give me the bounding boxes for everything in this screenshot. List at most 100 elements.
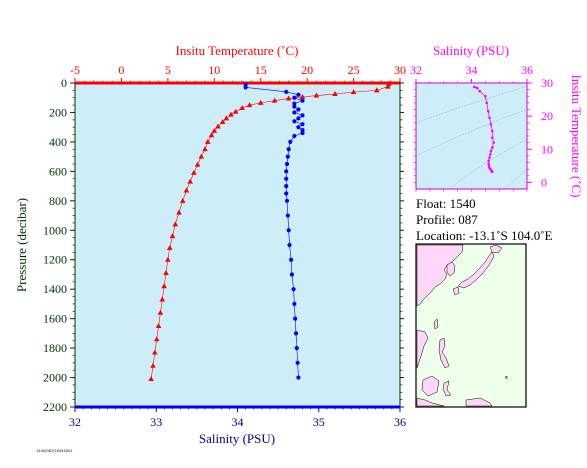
temperature-point xyxy=(159,296,166,302)
temperature-point xyxy=(208,132,215,138)
temperature-point xyxy=(148,376,154,382)
salinity-tick-label: 36 xyxy=(394,415,406,429)
ts-temperature-tick-label: 20 xyxy=(541,109,553,123)
ts-point xyxy=(487,165,491,168)
ts-salinity-tick-label: 34 xyxy=(466,63,478,77)
temperature-point xyxy=(152,349,158,355)
temperature-point xyxy=(239,105,245,111)
ts-point xyxy=(484,94,487,98)
salinity-point xyxy=(293,316,298,321)
temperature-point xyxy=(166,244,173,250)
pressure-tick-label: 2200 xyxy=(43,400,67,414)
map-japan-hokkaido xyxy=(489,244,503,254)
ts-point xyxy=(492,141,496,144)
salinity-tick-label: 34 xyxy=(232,415,244,429)
salinity-point xyxy=(293,331,299,336)
temperature-point xyxy=(219,119,226,125)
temperature-point xyxy=(176,209,182,215)
salinity-point xyxy=(286,147,291,152)
salinity-tick-label: 35 xyxy=(313,415,325,429)
ts-temperature-tick-label: 30 xyxy=(541,76,553,90)
temperature-point xyxy=(179,197,186,203)
ts-point xyxy=(475,86,479,90)
temperature-point xyxy=(271,97,278,103)
ts-point xyxy=(488,116,491,120)
salinity-point xyxy=(292,119,297,124)
salinity-point xyxy=(284,169,289,174)
ts-point xyxy=(489,123,493,126)
salinity-point xyxy=(243,85,248,90)
temperature-point xyxy=(191,169,197,175)
temperature-tick-label: 15 xyxy=(255,63,267,77)
salinity-point xyxy=(289,257,294,262)
location-info: Location: -13.1˚S 104.0˚E xyxy=(416,228,553,244)
temperature-tick-label: 20 xyxy=(301,63,313,77)
ts-point xyxy=(487,159,491,163)
map-taiwan xyxy=(433,318,439,330)
temperature-point xyxy=(163,269,169,275)
salinity-point xyxy=(292,104,297,109)
temperature-point xyxy=(211,127,218,133)
temperature-tick-label: 5 xyxy=(165,63,171,77)
map-island-east xyxy=(504,375,508,380)
ts-temperature-tick-label: 10 xyxy=(541,142,553,156)
salinity-point xyxy=(300,128,305,133)
salinity-point xyxy=(284,191,289,196)
temperature-point xyxy=(150,362,156,368)
temperature-point xyxy=(373,87,380,93)
salinity-point xyxy=(296,116,301,121)
temperature-point xyxy=(215,123,221,129)
map-indochina xyxy=(416,329,429,369)
ts-inset-series xyxy=(472,85,496,174)
location-value: -13.1˚S 104.0˚E xyxy=(469,228,553,243)
temperature-point xyxy=(228,111,234,117)
pressure-tick-label: 0 xyxy=(61,76,67,90)
salinity-point xyxy=(286,228,291,233)
temperature-point xyxy=(350,89,357,95)
map-borneo xyxy=(421,375,440,397)
ts-inset-plot: 32 34 36 0 10 20 30 Salinity (PSU) Insitu Temp… xyxy=(410,43,584,198)
pressure-axis-title: Pressure (decibar) xyxy=(14,198,29,292)
density-contour xyxy=(415,86,528,123)
temperature-point xyxy=(194,161,201,167)
ts-point xyxy=(491,146,494,149)
salinity-point xyxy=(296,125,301,130)
salinity-tick-label: 33 xyxy=(150,415,162,429)
salinity-point xyxy=(284,161,290,167)
salinity-axis-title: Salinity (PSU) xyxy=(199,431,275,446)
float-label: Float: xyxy=(416,196,447,211)
temperature-point xyxy=(198,153,205,159)
salinity-point xyxy=(300,98,305,103)
pressure-tick-label: 600 xyxy=(49,164,67,178)
float-value: 1540 xyxy=(449,196,476,211)
ts-inset-temperature-title: Insitu Temperature (˚C) xyxy=(569,74,584,197)
pressure-tick-label: 400 xyxy=(49,135,67,149)
location-map xyxy=(415,243,527,408)
salinity-point xyxy=(295,360,300,365)
density-contour xyxy=(415,109,528,157)
salinity-point xyxy=(296,92,301,97)
temperature-point xyxy=(169,233,176,239)
salinity-point xyxy=(284,198,290,203)
temperature-point xyxy=(313,92,320,98)
ts-point xyxy=(486,109,490,113)
map-korea xyxy=(446,261,456,277)
ts-inset-ticks: 32 34 36 0 10 20 30 xyxy=(410,63,553,192)
temperature-ticks: -5 0 5 10 15 20 25 30 xyxy=(70,63,406,83)
temperature-tick-label: 30 xyxy=(394,63,406,77)
location-label: Location: xyxy=(416,228,466,243)
ts-point xyxy=(472,85,476,89)
temperature-point xyxy=(161,283,167,289)
ts-inset-salinity-title: Salinity (PSU) xyxy=(433,43,509,58)
ts-point xyxy=(478,89,482,93)
ts-inset-background xyxy=(415,82,528,190)
pressure-tick-label: 1400 xyxy=(43,282,67,296)
map-land xyxy=(416,244,508,407)
salinity-point xyxy=(292,110,297,115)
ts-point xyxy=(487,162,491,166)
temperature-point xyxy=(223,115,230,121)
pressure-tick-label: 800 xyxy=(49,194,67,208)
profile-label: Profile: xyxy=(416,212,455,227)
temperature-point xyxy=(385,83,391,89)
ts-point xyxy=(489,152,492,156)
